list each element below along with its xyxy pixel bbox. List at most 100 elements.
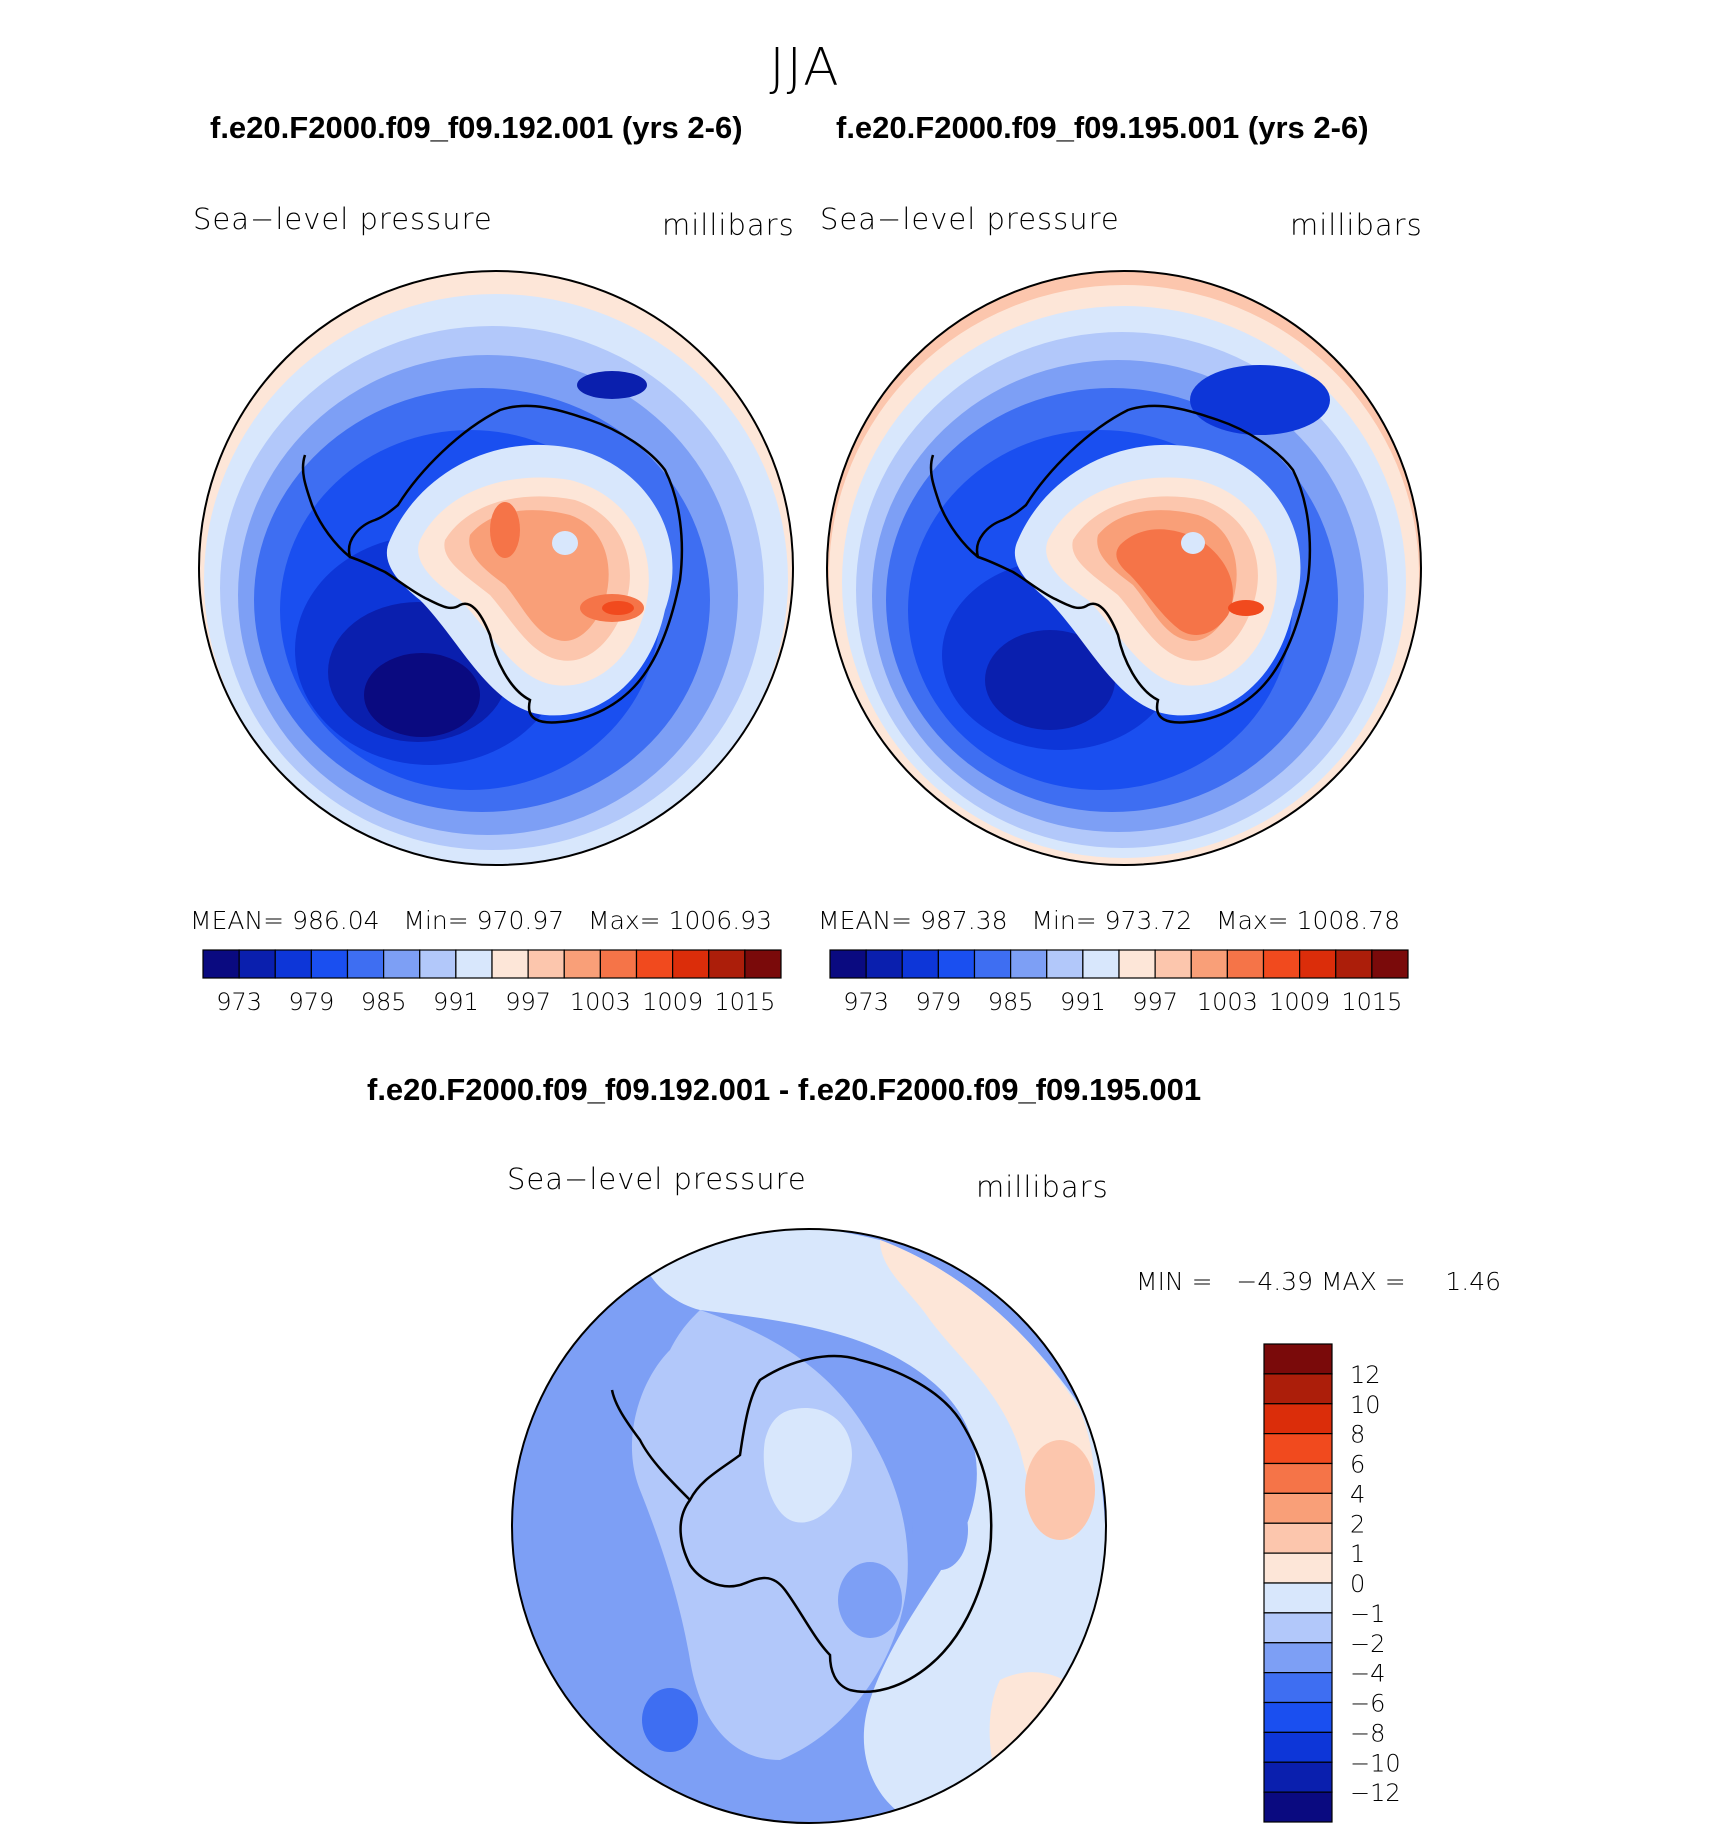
colorbar-2-swatch (829, 949, 867, 979)
panel1-min-label: Min= (403, 906, 469, 935)
colorbar-1-swatch (708, 949, 746, 979)
colorbar-2-swatch (1010, 949, 1048, 979)
colorbar-diff-tick-label: 12 (1350, 1361, 1381, 1389)
colorbar-1-tick-label: 1009 (642, 988, 703, 1016)
colorbar-2-swatch (973, 949, 1012, 979)
panel1-variable-label: Sea−level pressure (193, 202, 493, 236)
diff-max-value: 1.46 (1445, 1267, 1502, 1296)
colorbar-2-tick-label: 985 (988, 988, 1034, 1016)
panel2-max-value: 1008.78 (1296, 906, 1400, 935)
colorbar-1-swatch (274, 949, 312, 979)
colorbar-diff-swatch (1263, 1403, 1333, 1435)
colorbar-2-swatch (937, 949, 976, 979)
colorbar-diff-swatch (1263, 1731, 1333, 1763)
colorbar-1-tick-label: 985 (361, 988, 407, 1016)
colorbar-diff-tick-label: 6 (1350, 1451, 1365, 1479)
colorbar-diff-tick-label: −1 (1350, 1600, 1385, 1628)
colorbar-1: 973 979 985 991 997 1003 1009 1015 (202, 949, 782, 1016)
colorbar-1-swatch (383, 949, 421, 979)
diff-min-value: −4.39 (1236, 1267, 1314, 1296)
colorbar-diff-swatch (1263, 1701, 1333, 1733)
colorbar-diff-swatch (1263, 1582, 1333, 1614)
colorbar-1-swatch (563, 949, 601, 979)
colorbar-1-swatch (310, 949, 349, 979)
map1 (198, 270, 794, 866)
colorbar-2-swatch (901, 949, 939, 979)
colorbar-1-swatch (346, 949, 385, 979)
map2-antarctica-coastline (975, 404, 1312, 724)
colorbar-diff-tick-label: 8 (1350, 1421, 1365, 1449)
colorbar-1-tick-label: 1015 (714, 988, 775, 1016)
colorbar-2-swatch (865, 949, 903, 979)
colorbar-diff-swatch (1263, 1433, 1333, 1465)
colorbar-1-swatch (238, 949, 276, 979)
colorbar-1-swatch (491, 949, 529, 979)
panel1-mean-label: MEAN= (190, 906, 285, 935)
diff-max-label: MAX = (1320, 1267, 1406, 1296)
colorbar-2-swatch (1082, 949, 1120, 979)
colorbar-2-tick-label: 991 (1060, 988, 1106, 1016)
colorbar-1-swatch (527, 949, 565, 979)
diff-min-label: MIN = (1136, 1267, 1213, 1296)
colorbar-diff-swatch (1263, 1462, 1333, 1494)
colorbar-1-tick-label: 979 (288, 988, 334, 1016)
diff-variable-label: Sea−level pressure (507, 1162, 807, 1196)
colorbar-2-swatch (1190, 949, 1228, 979)
panel1-max-value: 1006.93 (668, 906, 772, 935)
colorbar-diff-tick-label: −12 (1350, 1779, 1401, 1807)
map2 (826, 270, 1422, 866)
map1-antarctica-coastline (347, 404, 684, 724)
colorbar-diff-swatch (1263, 1343, 1333, 1375)
panel2-case-title: f.e20.F2000.f09_f09.195.001 (yrs 2-6) (836, 110, 1369, 145)
panel2-units-label: millibars (1290, 208, 1423, 242)
colorbar-2-swatch (1335, 949, 1373, 979)
colorbar-diff-tick-label: 1 (1350, 1540, 1365, 1568)
colorbar-1-swatch (599, 949, 638, 979)
panel2-max-label: Max= (1216, 906, 1289, 935)
colorbar-diff-tick-label: 4 (1350, 1480, 1365, 1508)
colorbar-diff-swatch (1263, 1373, 1333, 1405)
panel2-mean-value: 987.38 (920, 906, 1008, 935)
colorbar-2-tick-label: 973 (843, 988, 889, 1016)
panel2-stats: MEAN= 987.38 Min= 973.72 Max= 1008.78 (818, 906, 1400, 935)
colorbar-2-swatch (1226, 949, 1265, 979)
diff-stats: MIN = −4.39 MAX = 1.46 (1136, 1267, 1501, 1296)
colorbar-2-swatch (1299, 949, 1337, 979)
colorbar-1-swatch (455, 949, 493, 979)
map-diff (511, 1228, 1107, 1824)
colorbar-diff-swatch (1263, 1522, 1333, 1554)
colorbar-2-tick-label: 1003 (1197, 988, 1258, 1016)
map1-border (198, 270, 794, 866)
diff-title: f.e20.F2000.f09_f09.192.001 - f.e20.F200… (367, 1072, 1202, 1107)
colorbar-1-swatch (744, 949, 782, 979)
colorbar-diff-tick-label: 2 (1350, 1510, 1365, 1538)
panel2-mean-label: MEAN= (818, 906, 913, 935)
colorbar-diff-swatch (1263, 1492, 1333, 1524)
panel2-variable-label: Sea−level pressure (820, 202, 1120, 236)
colorbar-2-tick-label: 1015 (1341, 988, 1402, 1016)
panel1-case-title: f.e20.F2000.f09_f09.192.001 (yrs 2-6) (210, 110, 743, 145)
colorbar-2-tick-label: 997 (1132, 988, 1178, 1016)
colorbar-diff-tick-label: −8 (1350, 1719, 1385, 1747)
colorbar-2-swatch (1118, 949, 1156, 979)
colorbar-1-tick-label: 991 (433, 988, 479, 1016)
map-diff-border (511, 1228, 1107, 1824)
colorbar-diff-tick-label: −4 (1350, 1660, 1385, 1688)
colorbar-2-swatch (1262, 949, 1301, 979)
map2-border (826, 270, 1422, 866)
colorbar-1-swatch (635, 949, 674, 979)
panel1-min-value: 970.97 (476, 906, 565, 935)
colorbar-diff-swatch (1263, 1791, 1333, 1823)
colorbar-2: 973 979 985 991 997 1003 1009 1015 (829, 949, 1409, 1016)
panel2-min-value: 973.72 (1104, 906, 1193, 935)
colorbar-diff-tick-label: 10 (1350, 1391, 1381, 1419)
colorbar-2-tick-label: 1009 (1269, 988, 1330, 1016)
colorbar-1-swatch (202, 949, 240, 979)
colorbar-diff-tick-label: −6 (1350, 1690, 1385, 1718)
panel1-units-label: millibars (662, 208, 795, 242)
figure-title: JJA (769, 38, 841, 98)
colorbar-diff-swatch (1263, 1672, 1333, 1704)
panel2-min-label: Min= (1031, 906, 1097, 935)
